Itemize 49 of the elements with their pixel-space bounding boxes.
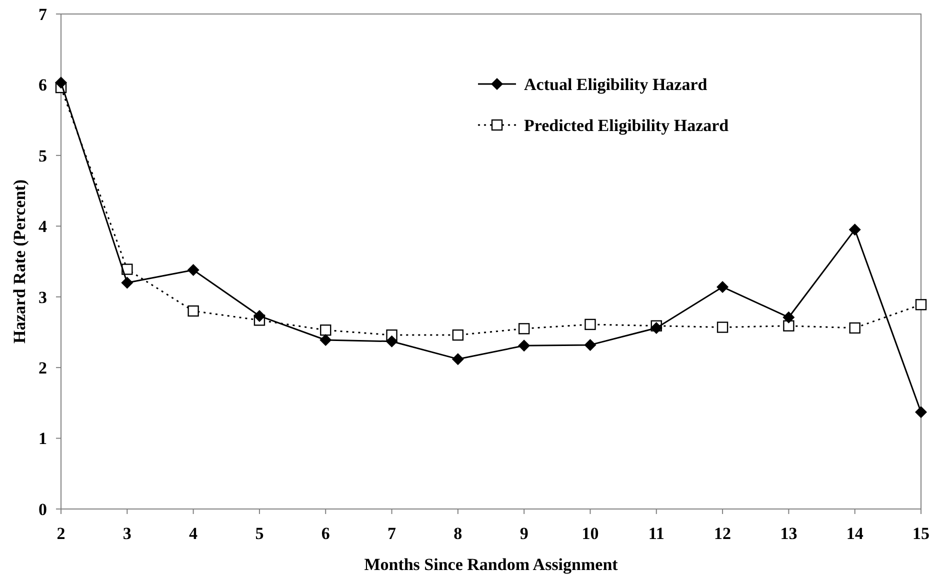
x-tick-label: 12 xyxy=(714,524,732,543)
x-axis-title: Months Since Random Assignment xyxy=(364,555,618,574)
x-tick-label: 10 xyxy=(582,524,599,543)
legend-label: Actual Eligibility Hazard xyxy=(524,74,708,94)
point xyxy=(253,310,266,322)
y-tick-label: 7 xyxy=(38,4,48,24)
point xyxy=(848,224,861,236)
point xyxy=(518,323,530,334)
y-tick-label: 3 xyxy=(38,288,47,307)
y-tick-label: 5 xyxy=(38,146,47,166)
point xyxy=(915,299,927,310)
x-tick-label: 4 xyxy=(189,524,198,543)
point xyxy=(716,322,728,333)
point xyxy=(386,335,398,348)
point xyxy=(320,334,332,346)
point xyxy=(783,320,794,332)
point xyxy=(121,276,134,289)
point xyxy=(452,329,464,341)
x-tick-label: 13 xyxy=(780,524,798,543)
x-tick-label: 9 xyxy=(520,524,528,543)
x-tick-label: 14 xyxy=(846,524,864,543)
point xyxy=(584,338,596,351)
legend-label: Predicted Eligibility Hazard xyxy=(524,116,730,135)
x-tick-label: 8 xyxy=(454,524,462,543)
point xyxy=(782,311,795,324)
y-tick-label: 1 xyxy=(38,429,47,448)
point xyxy=(716,280,729,293)
x-tick-label: 3 xyxy=(122,524,132,543)
point xyxy=(584,318,596,330)
y-axis-title: Hazard Rate (Percent) xyxy=(10,180,29,344)
x-tick-label: 6 xyxy=(321,524,330,543)
point xyxy=(915,406,927,418)
x-tick-label: 5 xyxy=(255,524,264,543)
point xyxy=(187,264,200,276)
point xyxy=(55,76,67,89)
point xyxy=(320,324,332,336)
point xyxy=(650,322,662,334)
y-tick-label: 6 xyxy=(38,76,47,95)
x-tick-label: 7 xyxy=(388,524,397,543)
point xyxy=(849,322,860,334)
y-tick-label: 0 xyxy=(38,500,47,519)
y-tick-label: 2 xyxy=(38,358,47,378)
point xyxy=(188,305,199,317)
x-tick-label: 15 xyxy=(912,524,930,543)
y-tick-label: 4 xyxy=(38,217,48,236)
point xyxy=(452,353,464,366)
x-tick-label: 2 xyxy=(56,524,66,543)
point xyxy=(518,340,530,352)
x-tick-label: 11 xyxy=(648,524,664,543)
